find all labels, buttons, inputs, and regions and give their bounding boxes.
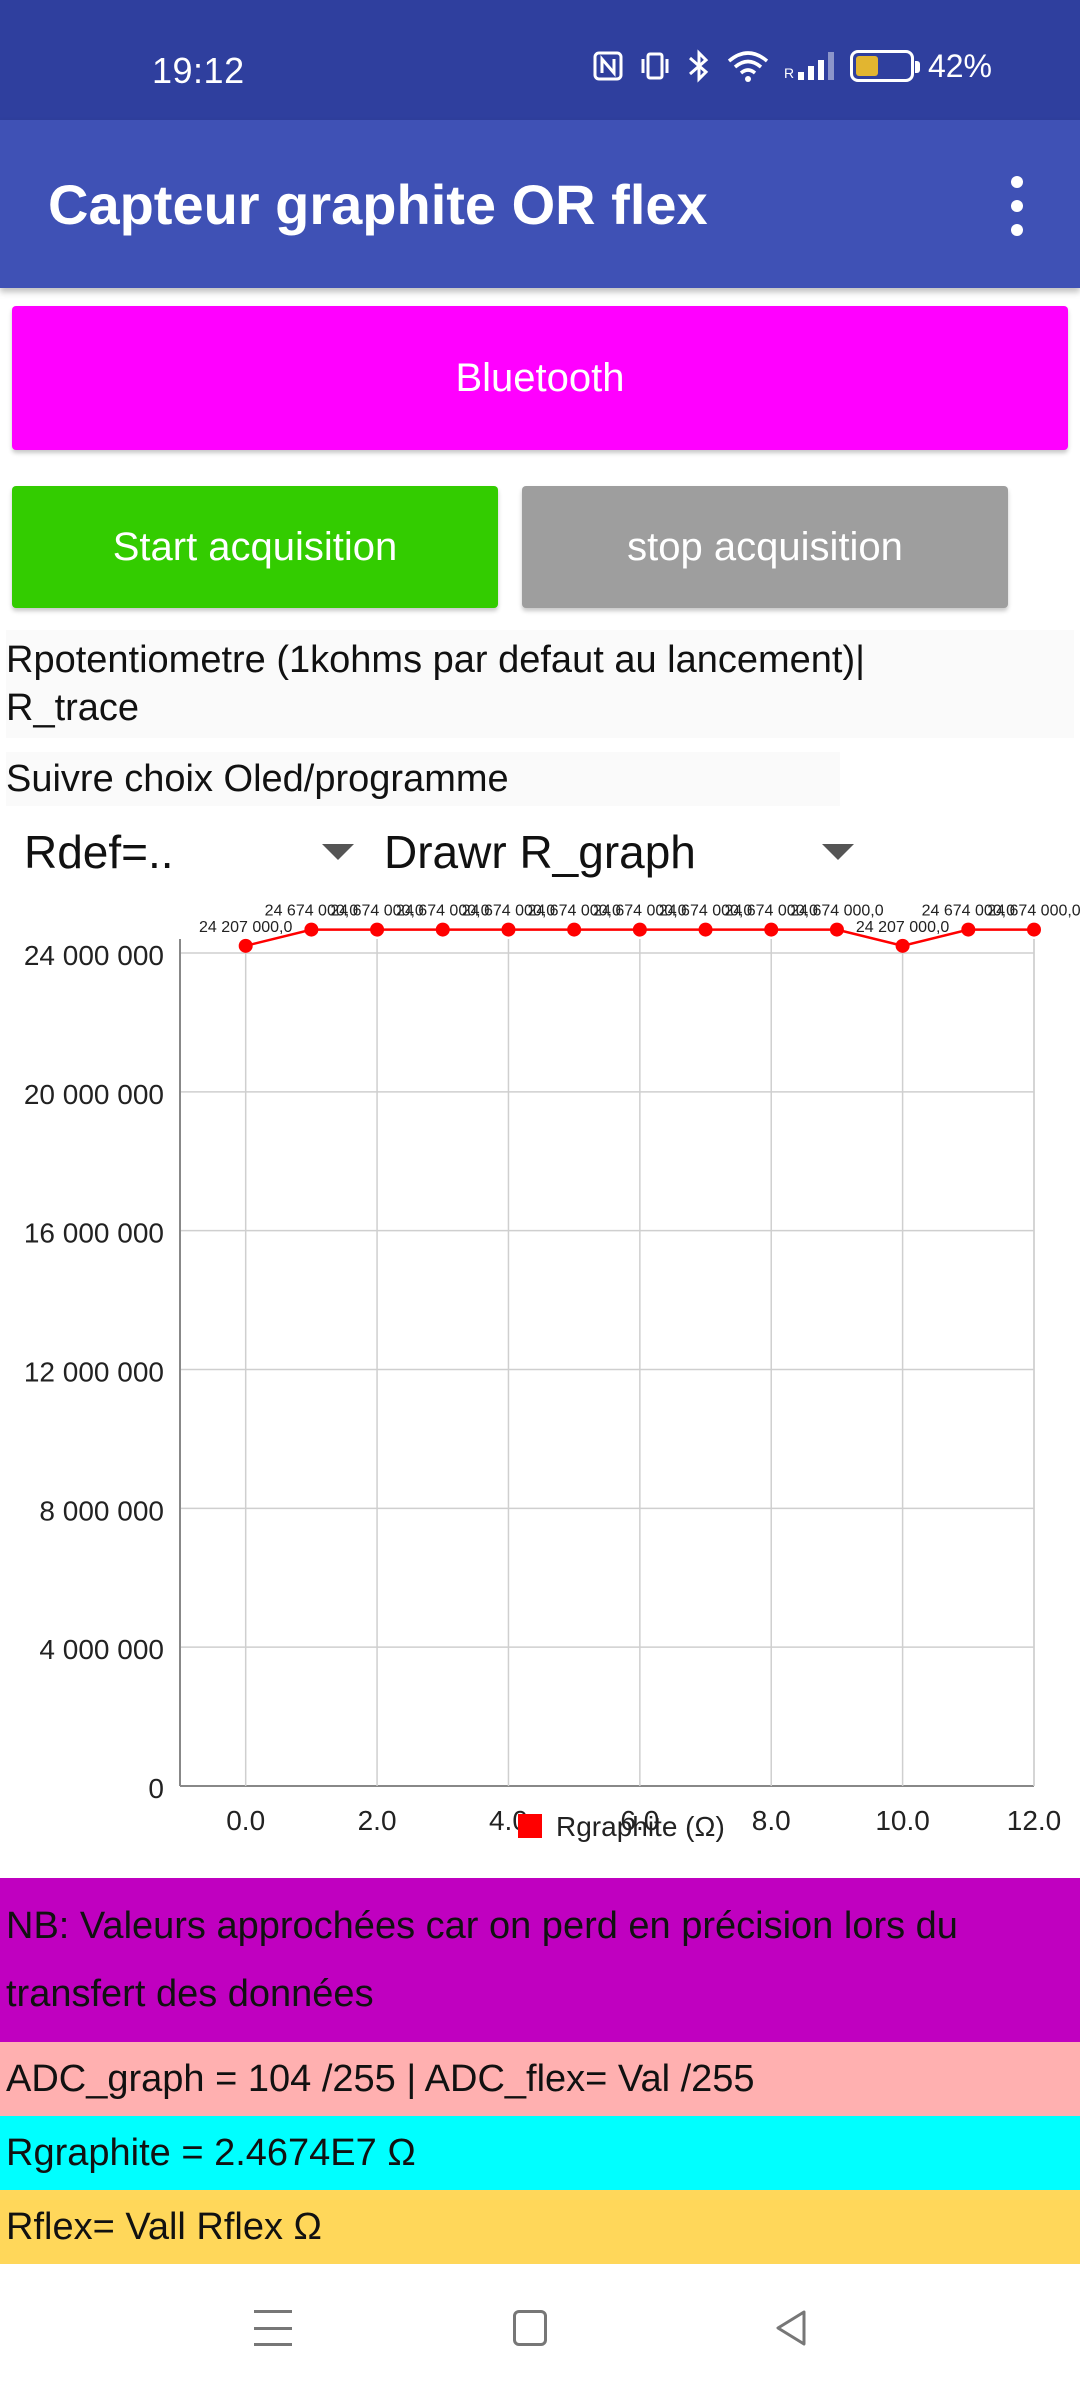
status-icons: R 42%	[592, 46, 992, 86]
data-label: 24 674 000,0	[790, 903, 884, 920]
rdef-spinner[interactable]: Rdef=..	[24, 816, 354, 888]
x-tick-label: 12.0	[1007, 1805, 1062, 1836]
vibrate-icon	[638, 46, 672, 86]
home-icon[interactable]	[513, 2310, 547, 2346]
rgraphite-value: Rgraphite = 2.4674E7 Ω	[0, 2116, 1080, 2190]
recent-apps-icon[interactable]	[254, 2310, 292, 2346]
app-title: Capteur graphite OR flex	[48, 173, 708, 236]
suivre-text[interactable]: Suivre choix Oled/programme	[6, 752, 840, 806]
legend-swatch	[518, 1814, 542, 1838]
rpot-line-1: Rpotentiometre (1kohms par defaut au lan…	[6, 639, 865, 681]
data-point	[567, 922, 582, 937]
draw-spinner-value: Drawr R_graph	[384, 826, 696, 878]
data-label: 24 674 000,0	[987, 903, 1080, 920]
rpot-line-2: R_trace	[6, 687, 140, 729]
rdef-spinner-value: Rdef=..	[24, 826, 174, 878]
data-point	[895, 938, 910, 953]
y-tick-label: 12 000 000	[24, 1357, 164, 1388]
rflex-value: Rflex= Vall Rflex Ω	[0, 2190, 1080, 2264]
start-acquisition-button[interactable]: Start acquisition	[12, 486, 498, 608]
data-point	[435, 922, 450, 937]
battery-icon	[849, 46, 920, 86]
svg-text:R: R	[784, 65, 794, 81]
data-point	[304, 922, 319, 937]
x-tick-label: 0.0	[226, 1805, 265, 1836]
data-point	[1027, 922, 1041, 937]
app-bar: Capteur graphite OR flex	[0, 120, 1080, 288]
wifi-icon	[726, 46, 770, 86]
data-label: 24 674 000,0	[659, 903, 753, 920]
signal-icon: R	[784, 46, 836, 86]
status-bar: 19:12 R 42%	[0, 0, 1080, 120]
data-label: 24 674 000,0	[330, 903, 424, 920]
y-tick-label: 8 000 000	[39, 1495, 164, 1526]
rpot-text[interactable]: Rpotentiometre (1kohms par defaut au lan…	[6, 630, 1074, 738]
line-chart[interactable]: 0 4 000 000 8 000 000 12 000 000 16 000 000 2…	[0, 888, 1080, 1878]
data-label: 24 674 000,0	[265, 903, 359, 920]
data-point	[829, 922, 844, 937]
stop-acquisition-button[interactable]: stop acquisition	[522, 486, 1008, 608]
more-vert-icon[interactable]	[1002, 176, 1032, 236]
adc-values: ADC_graph = 104 /255 | ADC_flex= Val /25…	[0, 2042, 1080, 2116]
dropdown-arrow-icon	[822, 844, 854, 860]
data-label: 24 674 000,0	[527, 903, 621, 920]
x-tick-label: 8.0	[752, 1805, 791, 1836]
data-label: 24 674 000,0	[725, 903, 819, 920]
battery-percent: 42%	[927, 47, 992, 84]
dropdown-arrow-icon	[322, 844, 354, 860]
data-label: 24 207 000,0	[856, 919, 950, 936]
y-tick-label: 24 000 000	[24, 940, 164, 971]
x-tick-label: 10.0	[875, 1805, 930, 1836]
bluetooth-button[interactable]: Bluetooth	[12, 306, 1068, 450]
y-tick-label: 4 000 000	[39, 1634, 164, 1665]
data-point	[698, 922, 713, 937]
data-label: 24 674 000,0	[593, 903, 687, 920]
data-label: 24 674 000,0	[922, 903, 1016, 920]
draw-spinner[interactable]: Drawr R_graph	[384, 816, 854, 888]
data-label: 24 674 000,0	[396, 903, 490, 920]
y-tick-label: 20 000 000	[24, 1079, 164, 1110]
data-label: 24 207 000,0	[199, 919, 293, 936]
data-point	[764, 922, 779, 937]
data-point	[238, 938, 253, 953]
status-time: 19:12	[152, 50, 245, 91]
legend-label: Rgraphite (Ω)	[556, 1811, 725, 1842]
data-point	[501, 922, 516, 937]
bluetooth-icon	[686, 46, 712, 86]
nfc-icon	[592, 46, 624, 86]
data-point	[370, 922, 385, 937]
x-tick-label: 6.0	[620, 1805, 659, 1836]
x-tick-label: 2.0	[358, 1805, 397, 1836]
data-label: 24 674 000,0	[462, 903, 556, 920]
nb-note: NB: Valeurs approchées car on perd en pr…	[0, 1878, 1080, 2042]
data-point	[632, 922, 647, 937]
back-icon[interactable]	[772, 2308, 812, 2348]
y-tick-label: 16 000 000	[24, 1218, 164, 1249]
data-point	[961, 922, 976, 937]
navigation-bar	[0, 2264, 1080, 2400]
y-tick-label: 0	[148, 1773, 164, 1804]
chart-area[interactable]: 0 4 000 000 8 000 000 12 000 000 16 000 000 2…	[0, 888, 1080, 1878]
